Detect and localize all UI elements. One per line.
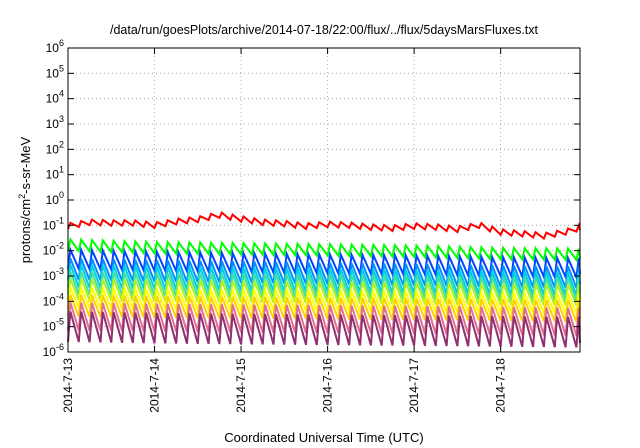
plot-frame <box>67 47 581 353</box>
y-tick-exponent: 5 <box>59 63 64 73</box>
x-tick-label: 2014-7-13 <box>61 358 75 413</box>
series-line-10 <box>67 311 581 348</box>
x-axis-title: Coordinated Universal Time (UTC) <box>224 430 423 445</box>
chart-title: /data/run/goesPlots/archive/2014-07-18/2… <box>110 23 539 37</box>
y-axis-title-superscript: 2 <box>17 194 27 199</box>
series-lines <box>67 210 581 348</box>
y-tick-base: 10 <box>43 269 57 283</box>
y-tick-exponent: -1 <box>56 215 64 225</box>
y-tick-base: 10 <box>43 345 57 359</box>
series-line-8 <box>67 294 581 323</box>
series-line-1 <box>67 236 581 263</box>
y-tick-exponent: -6 <box>56 342 64 352</box>
y-tick-base: 10 <box>46 66 60 80</box>
y-tick-label: 100 <box>46 190 64 207</box>
x-tick-label: 2014-7-17 <box>407 358 421 413</box>
y-tick-label: 103 <box>46 114 64 131</box>
y-tick-exponent: -2 <box>56 241 64 251</box>
x-tick-label: 2014-7-15 <box>234 358 248 413</box>
y-tick-label: 10-4 <box>43 291 64 308</box>
y-tick-exponent: 1 <box>59 165 64 175</box>
y-tick-exponent: 0 <box>59 190 64 200</box>
x-tick-label: 2014-7-18 <box>494 358 508 413</box>
y-tick-exponent: 2 <box>59 139 64 149</box>
y-tick-exponent: -5 <box>56 317 64 327</box>
y-tick-base: 10 <box>43 294 57 308</box>
y-tick-base: 10 <box>46 41 60 55</box>
y-tick-label: 10-2 <box>43 241 64 258</box>
y-tick-exponent: -3 <box>56 266 64 276</box>
y-tick-label: 104 <box>46 89 64 106</box>
y-tick-exponent: 6 <box>59 38 64 48</box>
x-tick-label: 2014-7-14 <box>148 358 162 413</box>
y-axis-ticks: 10-610-510-410-310-210-11001011021031041… <box>43 38 580 359</box>
y-tick-exponent: 3 <box>59 114 64 124</box>
y-tick-base: 10 <box>46 168 60 182</box>
series-line-0 <box>67 210 581 241</box>
y-tick-base: 10 <box>43 218 57 232</box>
y-tick-label: 10-5 <box>43 317 64 334</box>
y-axis-title-part: protons/cm <box>18 199 33 263</box>
series-line-2 <box>67 245 581 282</box>
y-tick-exponent: -4 <box>56 291 64 301</box>
y-tick-label: 106 <box>46 38 64 55</box>
y-tick-label: 10-1 <box>43 215 64 232</box>
y-tick-label: 102 <box>46 139 64 156</box>
y-tick-label: 10-6 <box>43 342 64 359</box>
y-tick-base: 10 <box>46 193 60 207</box>
x-axis-ticks: 2014-7-13 2014-7-14 2014-7-15 2014-7-16 2014… <box>61 48 508 413</box>
y-tick-base: 10 <box>46 117 60 131</box>
y-tick-label: 101 <box>46 165 64 182</box>
y-tick-label: 105 <box>46 63 64 80</box>
y-tick-base: 10 <box>46 92 60 106</box>
y-axis-title-part: -s-sr-MeV <box>18 136 33 193</box>
y-axis-title: protons/cm2-s-sr-MeV <box>17 136 33 263</box>
x-tick-label: 2014-7-16 <box>321 358 335 413</box>
y-tick-exponent: 4 <box>59 89 64 99</box>
y-tick-base: 10 <box>43 244 57 258</box>
y-tick-base: 10 <box>43 320 57 334</box>
y-tick-label: 10-3 <box>43 266 64 283</box>
y-tick-base: 10 <box>46 142 60 156</box>
